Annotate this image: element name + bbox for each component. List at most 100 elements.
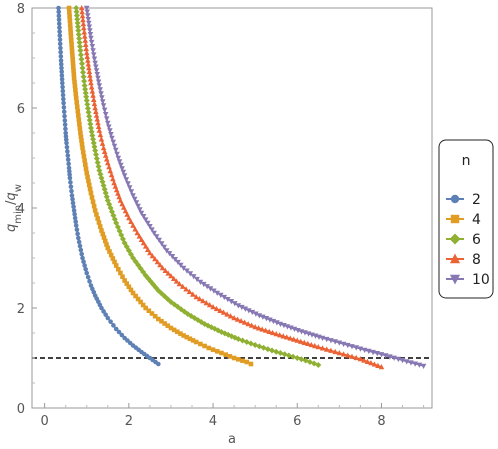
data-point (82, 86, 89, 93)
data-point (103, 156, 110, 162)
data-point (82, 33, 88, 39)
data-point (270, 318, 277, 325)
data-point (96, 127, 103, 133)
data-point (218, 292, 224, 299)
data-point (56, 21, 62, 27)
data-point (416, 362, 423, 368)
data-point (94, 116, 101, 122)
data-point (95, 216, 100, 221)
data-point (220, 309, 227, 315)
data-point (128, 189, 135, 195)
data-point (239, 304, 245, 311)
data-point (79, 65, 86, 71)
data-point (84, 270, 90, 276)
data-point (101, 235, 107, 240)
data-point (110, 139, 117, 145)
data-point (204, 284, 210, 290)
data-point (87, 28, 93, 34)
data-point (73, 91, 79, 97)
data-point (193, 339, 199, 345)
data-point (67, 18, 73, 23)
data-point (63, 130, 68, 136)
data-point (78, 247, 84, 253)
data-point (223, 352, 228, 357)
data-point (124, 211, 130, 217)
data-point (60, 88, 66, 94)
data-point (214, 290, 221, 296)
data-point (65, 157, 71, 162)
data-point (93, 155, 100, 162)
data-point (115, 155, 122, 161)
data-point (134, 230, 141, 236)
data-point (86, 24, 93, 30)
x-tick-label: 8 (377, 414, 385, 429)
data-point (68, 180, 73, 185)
data-point (340, 341, 347, 347)
data-point (158, 290, 165, 297)
data-point (116, 329, 122, 335)
data-point (70, 200, 76, 206)
data-point (184, 268, 190, 274)
data-point (119, 166, 125, 172)
data-point (85, 13, 91, 19)
data-point (75, 31, 82, 38)
data-point (62, 113, 67, 119)
x-tick-label: 0 (40, 414, 48, 429)
series-6 (73, 5, 322, 368)
data-point (90, 136, 97, 143)
data-point (86, 68, 93, 75)
data-point (178, 331, 183, 336)
data-point (78, 130, 83, 136)
data-point (382, 353, 389, 359)
data-point (132, 226, 138, 232)
data-point (315, 362, 322, 368)
data-point (378, 352, 385, 358)
data-point (196, 296, 203, 302)
data-point (130, 255, 137, 261)
data-point (155, 287, 162, 294)
data-point (91, 100, 98, 107)
data-point (77, 126, 83, 131)
data-point (366, 348, 372, 355)
data-point (387, 354, 393, 360)
data-point (137, 265, 144, 272)
data-point (67, 9, 72, 15)
data-point (361, 347, 368, 353)
data-point (215, 327, 222, 334)
data-point (159, 265, 166, 271)
data-point (75, 27, 82, 34)
legend-label: 2 (472, 192, 481, 208)
legend-item-4: 4 (446, 212, 481, 228)
data-point (107, 128, 113, 134)
data-point (67, 22, 73, 27)
data-point (283, 334, 290, 340)
data-point (201, 281, 207, 288)
data-point (62, 122, 68, 127)
data-point (319, 345, 326, 351)
data-point (308, 341, 315, 348)
data-point (102, 111, 109, 118)
data-point (79, 251, 84, 257)
data-point (176, 281, 183, 287)
data-point (61, 109, 67, 115)
data-point (374, 351, 381, 357)
data-point (231, 355, 237, 361)
data-point (290, 336, 297, 342)
x-tick-label: 4 (209, 414, 217, 429)
data-point (169, 254, 176, 260)
data-point (273, 331, 279, 337)
data-point (391, 355, 397, 361)
svg-text:qmin/qw: qmin/qw (4, 184, 24, 232)
data-point (190, 274, 197, 280)
data-point (73, 8, 80, 15)
legend-marker (449, 233, 461, 245)
data-point (219, 350, 224, 356)
data-point (98, 91, 104, 97)
data-point (58, 45, 63, 51)
data-point (60, 84, 65, 90)
data-point (98, 136, 105, 142)
data-point (168, 273, 174, 279)
data-point (99, 95, 105, 101)
data-point (227, 313, 234, 319)
data-point (103, 116, 110, 122)
